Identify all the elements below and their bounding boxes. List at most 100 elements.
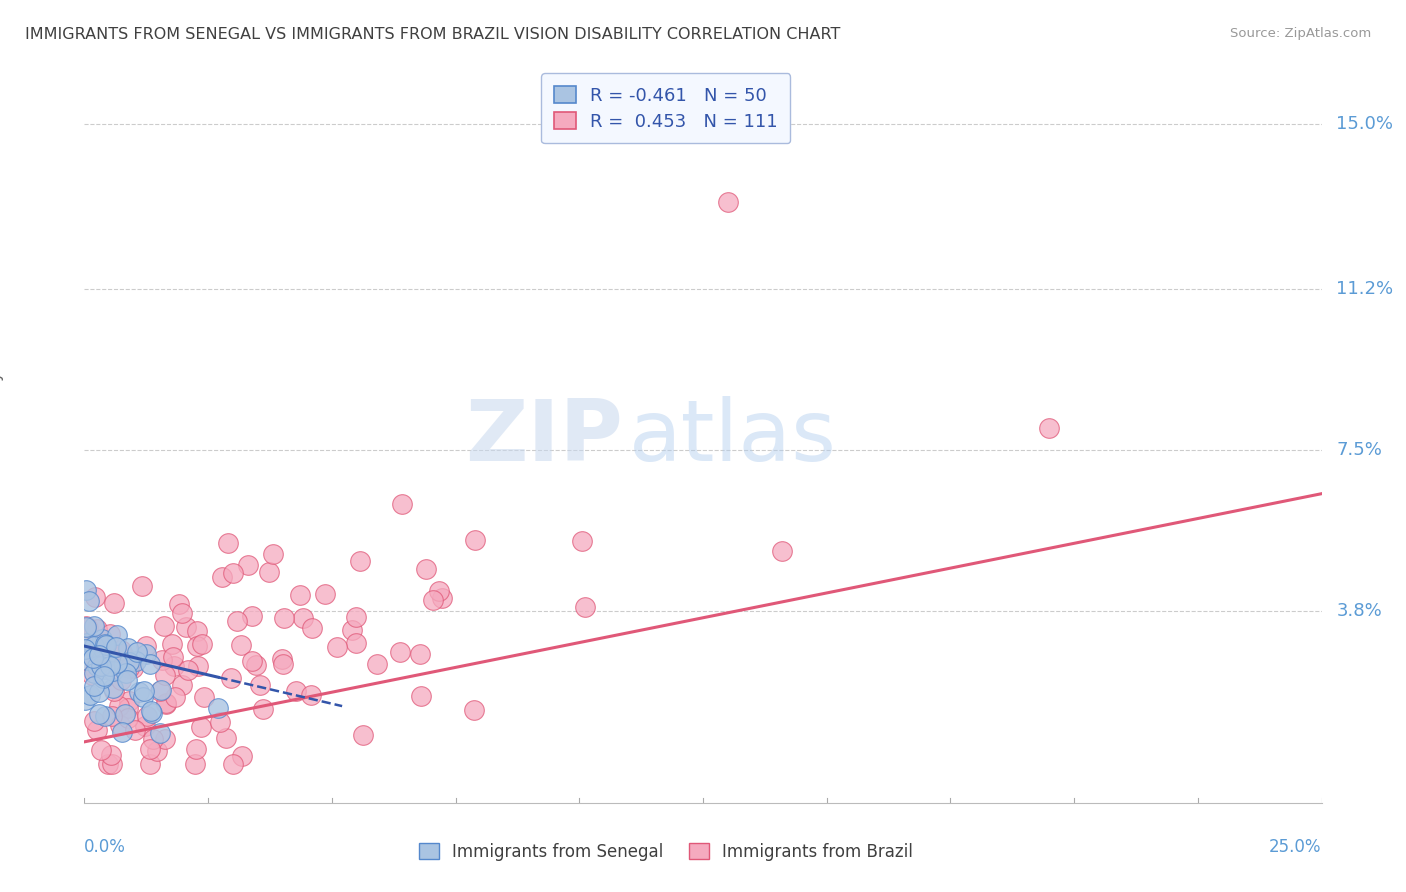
Point bbox=[94, 638, 117, 652]
Point bbox=[83, 653, 105, 667]
Text: 11.2%: 11.2% bbox=[1337, 280, 1393, 298]
Point bbox=[136, 709, 159, 723]
Text: 7.5%: 7.5% bbox=[1337, 442, 1382, 459]
Point bbox=[125, 654, 148, 668]
Point bbox=[93, 662, 115, 676]
Point bbox=[94, 651, 117, 665]
Point bbox=[165, 690, 187, 705]
Point bbox=[90, 742, 112, 756]
Point bbox=[98, 658, 121, 673]
Point bbox=[127, 645, 149, 659]
Point bbox=[134, 719, 156, 733]
Point bbox=[115, 673, 138, 687]
Point bbox=[155, 696, 177, 710]
Point bbox=[149, 726, 172, 740]
Point bbox=[101, 709, 124, 723]
Point bbox=[366, 657, 388, 672]
Point bbox=[186, 640, 208, 654]
Point bbox=[290, 588, 312, 602]
Point bbox=[84, 591, 107, 605]
Text: IMMIGRANTS FROM SENEGAL VS IMMIGRANTS FROM BRAZIL VISION DISABILITY CORRELATION : IMMIGRANTS FROM SENEGAL VS IMMIGRANTS FR… bbox=[25, 27, 841, 42]
Point bbox=[76, 621, 98, 635]
Point bbox=[411, 689, 433, 703]
Point bbox=[326, 640, 349, 655]
Point bbox=[86, 723, 108, 737]
Point bbox=[170, 678, 193, 692]
Point bbox=[409, 647, 432, 661]
Point bbox=[207, 701, 229, 715]
Point bbox=[103, 596, 125, 610]
Point bbox=[427, 583, 450, 598]
Point bbox=[422, 593, 444, 607]
Point bbox=[87, 684, 110, 698]
Point bbox=[150, 653, 173, 667]
Text: ZIP: ZIP bbox=[465, 395, 623, 479]
Point bbox=[76, 653, 98, 667]
Text: Source: ZipAtlas.com: Source: ZipAtlas.com bbox=[1230, 27, 1371, 40]
Point bbox=[163, 658, 186, 673]
Point bbox=[162, 650, 184, 665]
Point bbox=[1038, 421, 1060, 435]
Legend: Immigrants from Senegal, Immigrants from Brazil: Immigrants from Senegal, Immigrants from… bbox=[412, 837, 920, 868]
Point bbox=[86, 658, 108, 673]
Point bbox=[273, 610, 295, 624]
Text: 3.8%: 3.8% bbox=[1337, 602, 1382, 620]
Point bbox=[93, 644, 115, 658]
Point bbox=[150, 683, 173, 698]
Point bbox=[162, 637, 184, 651]
Point bbox=[285, 683, 308, 698]
Point bbox=[87, 648, 110, 663]
Point bbox=[79, 688, 101, 702]
Point bbox=[117, 640, 139, 655]
Point bbox=[135, 647, 157, 661]
Point bbox=[391, 498, 413, 512]
Point bbox=[141, 706, 163, 721]
Point bbox=[114, 706, 136, 721]
Point bbox=[770, 544, 793, 558]
Point bbox=[103, 684, 125, 698]
Point bbox=[252, 701, 274, 715]
Point bbox=[184, 742, 207, 756]
Point bbox=[91, 632, 114, 646]
Point bbox=[75, 620, 97, 634]
Point bbox=[131, 579, 153, 593]
Point bbox=[134, 684, 156, 698]
Point bbox=[90, 659, 112, 673]
Point bbox=[299, 688, 322, 702]
Point bbox=[273, 657, 295, 672]
Point bbox=[75, 618, 97, 632]
Point bbox=[128, 685, 150, 699]
Point bbox=[93, 653, 115, 667]
Point bbox=[153, 619, 176, 633]
Point bbox=[187, 659, 209, 673]
Point bbox=[87, 707, 110, 722]
Point bbox=[82, 651, 104, 665]
Point bbox=[346, 609, 368, 624]
Point bbox=[240, 654, 263, 668]
Point bbox=[464, 533, 486, 548]
Point bbox=[193, 690, 215, 704]
Point bbox=[222, 566, 245, 580]
Point bbox=[76, 636, 98, 650]
Point bbox=[209, 715, 232, 730]
Point bbox=[231, 638, 253, 652]
Point bbox=[430, 591, 453, 605]
Point bbox=[240, 609, 263, 624]
Point bbox=[149, 683, 172, 698]
Point bbox=[75, 692, 97, 706]
Point bbox=[117, 694, 139, 708]
Point bbox=[292, 611, 315, 625]
Point bbox=[415, 562, 437, 576]
Point bbox=[231, 748, 253, 763]
Point bbox=[190, 720, 212, 734]
Point bbox=[314, 587, 336, 601]
Point bbox=[236, 558, 259, 573]
Point bbox=[110, 643, 132, 657]
Text: atlas: atlas bbox=[628, 395, 837, 479]
Point bbox=[262, 547, 284, 561]
Point bbox=[132, 690, 155, 705]
Point bbox=[388, 645, 411, 659]
Point bbox=[172, 606, 194, 620]
Point bbox=[222, 756, 245, 771]
Point bbox=[115, 666, 138, 681]
